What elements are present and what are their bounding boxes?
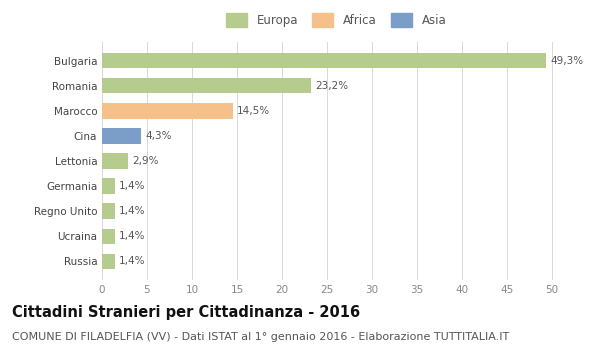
Text: 1,4%: 1,4% [119, 181, 146, 191]
Bar [102, 128, 141, 144]
Bar [102, 178, 115, 194]
Text: 4,3%: 4,3% [145, 131, 172, 141]
Bar [102, 254, 115, 269]
Bar [102, 203, 115, 219]
Text: 1,4%: 1,4% [119, 257, 146, 266]
Bar [102, 78, 311, 93]
Text: COMUNE DI FILADELFIA (VV) - Dati ISTAT al 1° gennaio 2016 - Elaborazione TUTTITA: COMUNE DI FILADELFIA (VV) - Dati ISTAT a… [12, 332, 509, 343]
Text: 1,4%: 1,4% [119, 206, 146, 216]
Legend: Europa, Africa, Asia: Europa, Africa, Asia [221, 8, 451, 32]
Text: Cittadini Stranieri per Cittadinanza - 2016: Cittadini Stranieri per Cittadinanza - 2… [12, 304, 360, 320]
Bar [102, 103, 233, 119]
Bar [102, 153, 128, 169]
Text: 14,5%: 14,5% [237, 106, 270, 116]
Bar [102, 229, 115, 244]
Text: 1,4%: 1,4% [119, 231, 146, 241]
Bar [102, 53, 546, 68]
Text: 2,9%: 2,9% [133, 156, 159, 166]
Text: 23,2%: 23,2% [316, 81, 349, 91]
Text: 49,3%: 49,3% [550, 56, 583, 65]
